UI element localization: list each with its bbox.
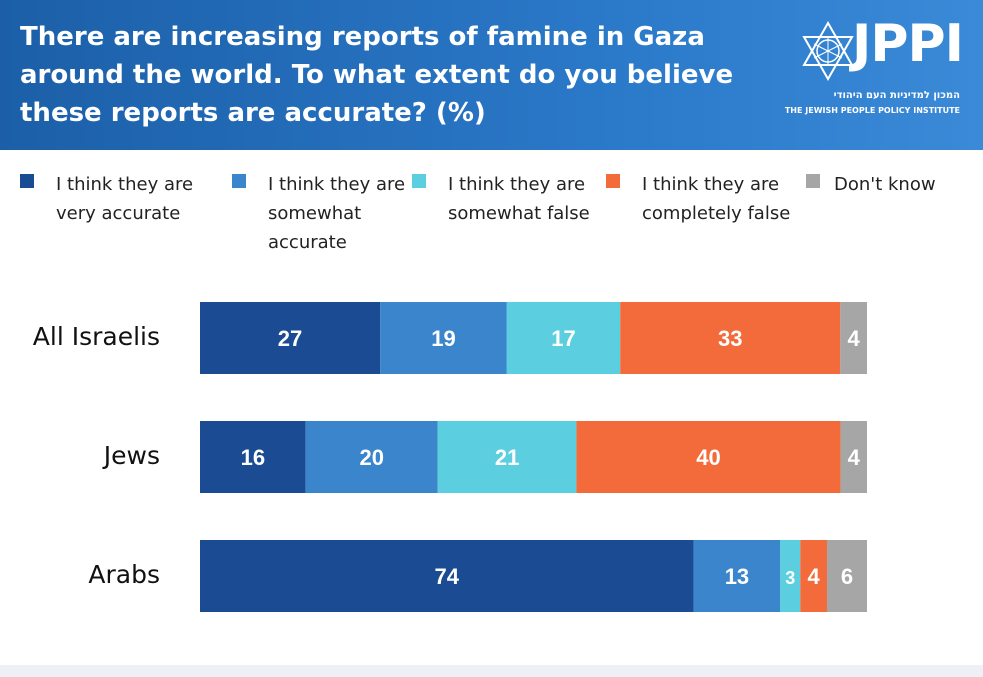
legend-label: I think they are very accurate bbox=[56, 174, 194, 224]
bar-segment bbox=[620, 302, 841, 374]
bar-segment bbox=[437, 421, 577, 493]
bar-segment bbox=[780, 540, 801, 612]
chart-header: There are increasing reports of famine i… bbox=[0, 0, 983, 150]
data-label: 4 bbox=[848, 326, 861, 351]
legend-swatch bbox=[806, 174, 820, 188]
legend-swatch bbox=[412, 174, 426, 188]
bar-segment bbox=[506, 302, 621, 374]
legend-label: I think they are somewhat accurate bbox=[268, 174, 406, 253]
bar-segment bbox=[826, 540, 867, 612]
category-label: Arabs bbox=[88, 560, 160, 589]
legend-label: Don't know bbox=[834, 174, 936, 195]
data-label: 40 bbox=[696, 445, 720, 470]
data-label: 16 bbox=[241, 445, 265, 470]
jppi-logo: JPPI המכון למדיניות העם היהודי THE JEWIS… bbox=[785, 14, 965, 130]
legend-swatch bbox=[606, 174, 620, 188]
logo-wordmark: JPPI bbox=[852, 14, 964, 74]
data-label: 21 bbox=[495, 445, 519, 470]
chart-title: There are increasing reports of famine i… bbox=[20, 22, 734, 128]
bar-segment bbox=[200, 302, 381, 374]
logo-hebrew-name: המכון למדיניות העם היהודי bbox=[833, 90, 960, 101]
bar-segment bbox=[693, 540, 781, 612]
legend-label: I think they are completely false bbox=[642, 174, 791, 224]
bar-segment bbox=[200, 421, 306, 493]
bar-segment bbox=[800, 540, 827, 612]
logo-english-name: THE JEWISH PEOPLE POLICY INSTITUTE bbox=[784, 106, 960, 115]
bar-segment bbox=[380, 302, 507, 374]
legend-label: I think they are somewhat false bbox=[448, 174, 590, 224]
data-label: 4 bbox=[808, 564, 821, 589]
bar-segment bbox=[840, 302, 867, 374]
data-label: 19 bbox=[431, 326, 455, 351]
data-label: 27 bbox=[278, 326, 302, 351]
data-label: 17 bbox=[551, 326, 575, 351]
category-label: All Israelis bbox=[32, 322, 160, 351]
data-label: 33 bbox=[718, 326, 742, 351]
bar-segment bbox=[200, 540, 694, 612]
data-label: 13 bbox=[725, 564, 749, 589]
data-label: 74 bbox=[435, 564, 460, 589]
legend-swatch bbox=[20, 174, 34, 188]
data-label: 6 bbox=[841, 564, 853, 589]
data-label: 20 bbox=[359, 445, 383, 470]
data-label: 4 bbox=[848, 445, 861, 470]
bar-segment bbox=[305, 421, 438, 493]
category-label: Jews bbox=[103, 441, 160, 470]
data-label: 3 bbox=[785, 568, 795, 588]
bar-segment bbox=[840, 421, 867, 493]
legend-swatch bbox=[232, 174, 246, 188]
star-of-david-icon bbox=[802, 20, 854, 82]
bar-segment bbox=[576, 421, 841, 493]
